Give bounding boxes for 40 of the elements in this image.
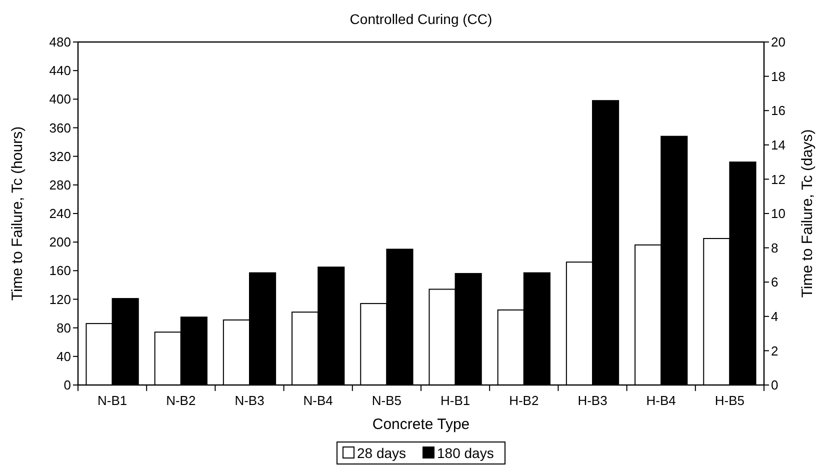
y2-tick-label: 2 (771, 343, 778, 358)
x-tick-label: N-B2 (166, 393, 196, 408)
y2-axis-title: Time to Failure, Tc (days) (799, 129, 816, 298)
y2-tick-label: 18 (771, 68, 786, 84)
x-tick-label: N-B3 (234, 393, 264, 408)
y-tick-label: 360 (49, 120, 71, 136)
y-tick-label: 80 (56, 320, 71, 336)
y2-tick-label: 8 (771, 240, 778, 256)
y-tick-label: 320 (49, 148, 71, 164)
y-tick-label: 480 (49, 34, 71, 50)
y-tick-label: 160 (49, 263, 71, 278)
y2-tick-label: 14 (771, 137, 786, 152)
y-tick-label: 400 (49, 92, 71, 107)
x-tick-label: N-B1 (97, 393, 128, 408)
y2-tick-label: 20 (771, 34, 786, 50)
x-tick-label: H-B3 (578, 393, 608, 408)
y2-tick-label: 6 (771, 274, 778, 290)
y2-tick-label: 12 (771, 172, 786, 187)
legend-label: 28 days (357, 445, 406, 461)
y-tick-label: 240 (49, 206, 71, 222)
x-tick-label: H-B4 (646, 393, 676, 408)
x-axis-title: Concrete Type (372, 416, 470, 433)
y-tick-label: 0 (64, 378, 71, 393)
y2-tick-label: 16 (771, 103, 786, 118)
y-tick-label: 120 (49, 292, 71, 307)
y-tick-label: 200 (49, 234, 71, 250)
y-tick-label: 40 (56, 348, 71, 364)
y-tick-label: 440 (49, 63, 71, 78)
x-tick-label: H-B5 (714, 393, 745, 408)
x-tick-label: H-B1 (440, 393, 470, 408)
y-axis-title: Time to Failure, Tc (hours) (9, 126, 26, 301)
x-tick-label: H-B2 (509, 393, 539, 408)
y2-tick-label: 10 (771, 206, 786, 222)
chart-title: Controlled Curing (CC) (350, 11, 492, 27)
x-tick-label: N-B4 (303, 393, 333, 408)
y2-tick-label: 4 (771, 308, 778, 324)
y2-tick-label: 0 (771, 378, 778, 393)
legend-label: 180 days (437, 445, 494, 461)
y-tick-label: 280 (49, 177, 71, 192)
x-tick-label: N-B5 (372, 393, 402, 408)
